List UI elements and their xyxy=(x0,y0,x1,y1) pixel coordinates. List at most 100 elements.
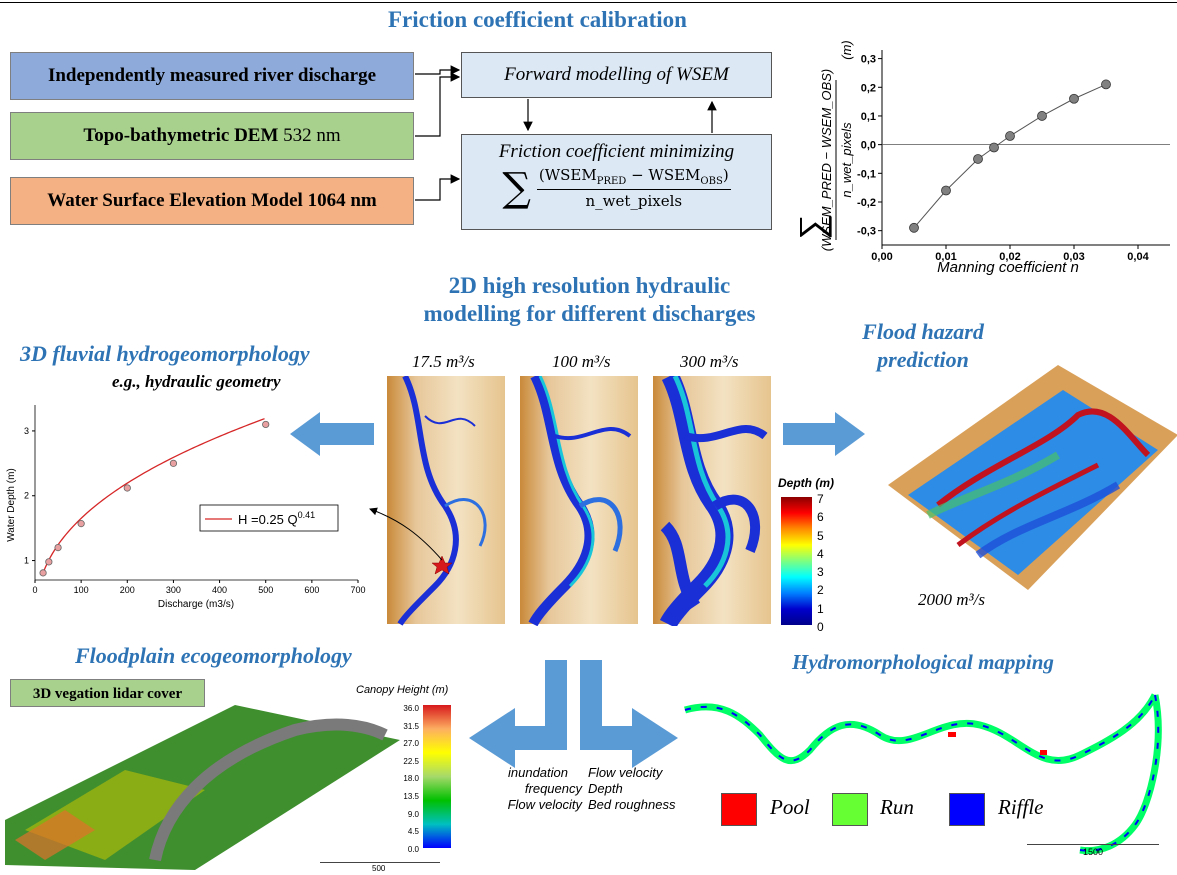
panel-17-5 xyxy=(387,376,505,626)
note-depth: Depth xyxy=(588,781,623,796)
depth-tick: 5 xyxy=(817,528,824,543)
hg-x-tick-label: 300 xyxy=(166,585,181,595)
hg-data-point xyxy=(39,569,47,577)
hydraulic-title-line1: 2D high resolution hydraulic xyxy=(448,273,731,298)
calibration-connectors xyxy=(415,65,717,201)
left-arrow-notes: inundation frequency Flow velocity xyxy=(466,765,582,813)
manning-y-tick-label: -0,3 xyxy=(857,226,876,238)
hydromorph-scale-bar xyxy=(1027,844,1159,845)
manning-data-point xyxy=(973,154,983,164)
manning-y-tick-label: 0,0 xyxy=(861,140,876,152)
hg-x-tick-label: 100 xyxy=(74,585,89,595)
note-bed-roughness: Bed roughness xyxy=(588,797,676,812)
hg-data-point xyxy=(169,459,178,467)
num-b: − WSEM xyxy=(626,166,701,184)
manning-series-line xyxy=(913,83,1107,229)
input-wsem-label: Water Surface Elevation Model 1064 nm xyxy=(47,190,377,211)
manning-data-point xyxy=(1069,93,1079,104)
flood-title: Flood hazard prediction xyxy=(848,318,998,374)
hydromorph-scale-label: 1500 xyxy=(1083,847,1104,857)
panel-label-100: 100 m³/s xyxy=(552,352,611,371)
input-discharge-box: Independently measured river discharge xyxy=(10,52,414,100)
input-wsem-box: Water Surface Elevation Model 1064 nm xyxy=(10,177,414,225)
manning-x-tick-label: 0,02 xyxy=(999,251,1020,263)
num-close: ) xyxy=(722,166,729,184)
forward-modelling-box: Forward modelling of WSEM xyxy=(461,52,772,98)
hg-x-tick-label: 600 xyxy=(304,585,319,595)
formula-fraction: (WSEMPRED − WSEMOBS) n_wet_pixels xyxy=(536,166,731,210)
canopy-tick: 31.5 xyxy=(403,721,419,731)
manning-sum-symbol: ∑ xyxy=(800,214,832,240)
manning-data-point xyxy=(909,222,919,233)
friction-minimizing-label: Friction coefficient minimizing xyxy=(498,141,735,162)
arrow-down-left xyxy=(469,660,567,768)
hg-ylabel: Water Depth (m) xyxy=(6,468,17,542)
hg-x-tick-label: 400 xyxy=(212,585,227,595)
legend-run-swatch xyxy=(832,793,868,826)
top-rule xyxy=(0,2,1177,3)
depth-tick: 4 xyxy=(817,546,824,561)
manning-data-point xyxy=(989,142,999,153)
hg-legend-label: H =0.25 Q0.41 xyxy=(238,510,315,527)
manning-ylabel: (WSEM_PRED − WSEM_OBS) n_wet_pixels (m) xyxy=(819,40,854,251)
flood-title-line2: prediction xyxy=(877,347,969,372)
num-obs: OBS xyxy=(700,176,723,187)
hg-y-tick-label: 1 xyxy=(24,556,29,566)
manning-y-tick-label: -0,2 xyxy=(857,197,876,209)
canopy-tick: 27.0 xyxy=(403,739,419,749)
input-dem-box: Topo-bathymetric DEM 532 nm xyxy=(10,112,414,160)
panel-100 xyxy=(520,376,638,626)
hg-x-tick-label: 700 xyxy=(350,585,365,595)
manning-x-tick-label: 0,01 xyxy=(935,251,956,263)
legend-pool-swatch xyxy=(721,793,757,826)
manning-x-tick-label: 0,00 xyxy=(871,251,892,263)
hg-plot-area: 1 2 3 0 100 200 300 400 500 600 700 xyxy=(24,405,366,595)
depth-tick: 6 xyxy=(817,510,824,525)
legend-riffle-swatch xyxy=(949,793,985,826)
flood-hazard-map xyxy=(888,365,1177,590)
hg-legend: H =0.25 Q0.41 xyxy=(199,504,339,532)
canopy-tick: 18.0 xyxy=(403,774,419,784)
flood-title-line1: Flood hazard xyxy=(862,319,984,344)
gauge-star-icon xyxy=(431,555,453,575)
connector-discharge xyxy=(415,65,461,75)
depth-colorbar-ticks: 7 6 5 4 3 2 1 0 xyxy=(817,490,824,636)
legend-run-label: Run xyxy=(880,795,914,819)
input-dem-wavelength: 532 nm xyxy=(278,125,341,146)
hydromorph-river-map xyxy=(684,693,1162,855)
lidar-scale-label: 500 xyxy=(372,864,386,873)
floodplain-title: Floodplain ecogeomorphology xyxy=(75,643,352,668)
hg-x-tick-label: 200 xyxy=(120,585,135,595)
hg-data-point xyxy=(262,420,270,429)
hg-y-tick-label: 2 xyxy=(24,491,29,501)
depth-tick: 1 xyxy=(817,601,824,616)
pointer-arrow xyxy=(369,507,443,561)
num-a: (WSEM xyxy=(538,166,597,184)
hg-data-point xyxy=(45,558,53,566)
connector-dem xyxy=(415,72,461,137)
manning-y-tick-label: 0,3 xyxy=(861,54,876,66)
arrow-left-to-fluvial xyxy=(290,412,374,456)
calibration-title: Friction coefficient calibration xyxy=(388,7,687,32)
manning-data-point xyxy=(1005,131,1015,141)
canopy-tick: 22.5 xyxy=(403,756,419,766)
floodplain-badge: 3D vegation lidar cover xyxy=(10,679,205,707)
manning-chart: (WSEM_PRED − WSEM_OBS) n_wet_pixels (m) … xyxy=(800,40,1170,276)
fluvial-title: 3D fluvial hydrogeomorphology xyxy=(20,341,310,366)
manning-ylabel-den: n_wet_pixels xyxy=(839,122,854,198)
manning-y-tick-label: 0,2 xyxy=(861,82,876,94)
hg-data-point xyxy=(123,484,131,492)
depth-tick: 0 xyxy=(817,620,824,635)
manning-data-point xyxy=(1037,111,1047,121)
panel-label-17-5: 17.5 m³/s xyxy=(412,352,475,371)
note-frequency: frequency xyxy=(524,781,582,796)
note-flow-velocity: Flow velocity xyxy=(507,797,582,812)
manning-y-tick-label: 0,1 xyxy=(861,111,876,123)
manning-ylabel-unit: (m) xyxy=(839,40,854,60)
canopy-colorbar-ticks: 36.0 31.5 27.0 22.5 18.0 13.5 9.0 4.5 0.… xyxy=(395,700,419,858)
manning-data-point xyxy=(941,185,951,196)
depth-colorbar-title: Depth (m) xyxy=(778,476,834,490)
hg-x-tick-label: 500 xyxy=(258,585,273,595)
lidar-scale-bar xyxy=(320,862,440,863)
canopy-tick: 9.0 xyxy=(407,809,419,819)
